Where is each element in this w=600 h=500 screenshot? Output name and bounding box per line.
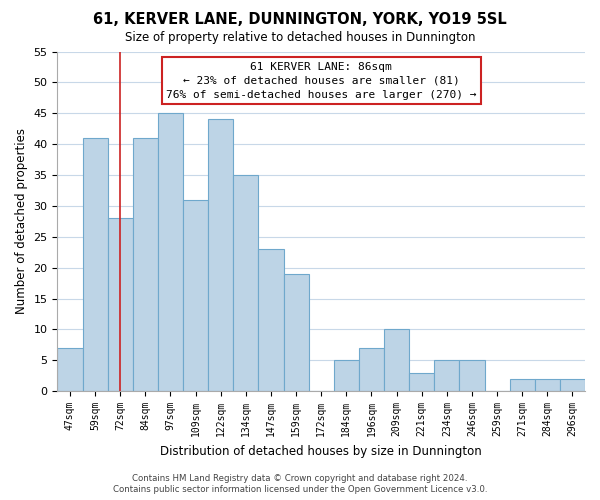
Y-axis label: Number of detached properties: Number of detached properties [15,128,28,314]
Text: Contains HM Land Registry data © Crown copyright and database right 2024.
Contai: Contains HM Land Registry data © Crown c… [113,474,487,494]
Bar [183,200,208,391]
Text: Size of property relative to detached houses in Dunnington: Size of property relative to detached ho… [125,31,475,44]
Bar [58,348,83,391]
Bar [535,379,560,391]
Bar [509,379,535,391]
Bar [359,348,384,391]
Bar [384,330,409,391]
Bar [83,138,107,391]
Bar [460,360,485,391]
Bar [409,372,434,391]
Bar [208,120,233,391]
Bar [233,175,259,391]
Bar [158,114,183,391]
Bar [107,218,133,391]
Bar [284,274,308,391]
Bar [560,379,585,391]
Text: 61, KERVER LANE, DUNNINGTON, YORK, YO19 5SL: 61, KERVER LANE, DUNNINGTON, YORK, YO19 … [93,12,507,28]
Bar [434,360,460,391]
Bar [133,138,158,391]
Text: 61 KERVER LANE: 86sqm
← 23% of detached houses are smaller (81)
76% of semi-deta: 61 KERVER LANE: 86sqm ← 23% of detached … [166,62,476,100]
X-axis label: Distribution of detached houses by size in Dunnington: Distribution of detached houses by size … [160,444,482,458]
Bar [259,249,284,391]
Bar [334,360,359,391]
